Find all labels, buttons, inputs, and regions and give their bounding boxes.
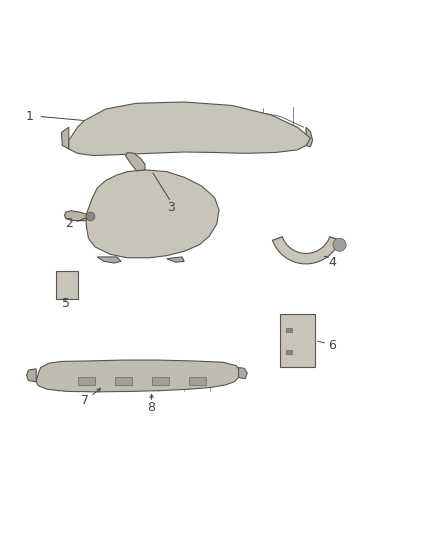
Bar	[152, 377, 169, 385]
Bar	[56, 271, 78, 299]
Text: 2: 2	[65, 217, 73, 230]
Text: 5: 5	[62, 297, 70, 310]
Polygon shape	[86, 170, 219, 258]
Text: 7: 7	[81, 394, 89, 407]
Polygon shape	[64, 211, 86, 221]
Text: 1: 1	[26, 110, 34, 123]
Polygon shape	[36, 360, 240, 392]
Circle shape	[333, 238, 346, 251]
Text: 4: 4	[328, 256, 336, 269]
Circle shape	[86, 212, 95, 221]
Bar	[115, 377, 132, 385]
Bar	[78, 377, 95, 385]
Polygon shape	[272, 237, 339, 264]
Text: 8: 8	[148, 401, 155, 415]
Bar	[286, 328, 292, 332]
Text: 3: 3	[167, 201, 175, 214]
Polygon shape	[125, 152, 145, 171]
Bar	[286, 350, 292, 353]
Text: 6: 6	[328, 339, 336, 352]
Polygon shape	[97, 257, 121, 263]
Bar	[280, 314, 315, 367]
Polygon shape	[27, 369, 36, 382]
Bar	[188, 377, 206, 385]
Polygon shape	[167, 257, 184, 262]
Polygon shape	[306, 127, 313, 147]
Polygon shape	[61, 127, 69, 149]
Polygon shape	[239, 367, 247, 379]
Polygon shape	[69, 102, 311, 156]
